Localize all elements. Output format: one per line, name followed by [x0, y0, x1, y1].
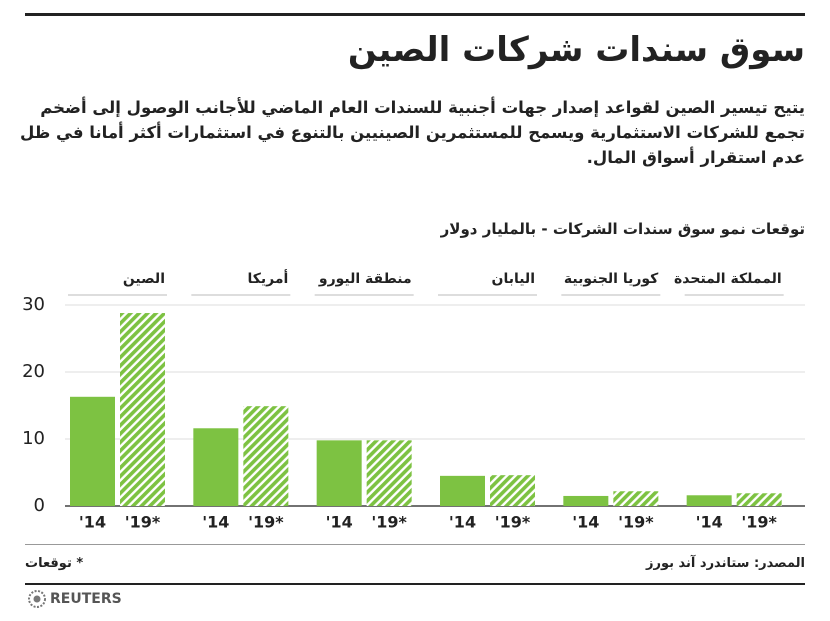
- x-tick-label: '19*: [371, 513, 407, 532]
- reuters-logo: [28, 590, 46, 608]
- bar: [736, 493, 782, 506]
- category-label: المملكة المتحدة: [674, 271, 782, 287]
- category-label: الصين: [123, 271, 165, 287]
- bar: [120, 313, 165, 506]
- bar: [686, 495, 732, 506]
- bar: [563, 495, 609, 506]
- category-label: اليابان: [492, 271, 536, 287]
- x-tick-label: '14: [572, 513, 599, 532]
- subtitle: يتيح تيسير الصين لقواعد إصدار جهات أجنبي…: [19, 98, 805, 167]
- bar: [490, 475, 535, 506]
- category-label: أمريكا: [247, 269, 288, 287]
- bar: [243, 406, 289, 506]
- x-tick-label: '14: [449, 513, 476, 532]
- x-tick-label: '19*: [495, 513, 531, 532]
- bar: [316, 440, 362, 506]
- y-tick-label: 30: [22, 294, 45, 315]
- category-label: منطقة اليورو: [318, 271, 412, 287]
- bar: [440, 475, 485, 506]
- source: المصدر: ستاندرد آند بورز: [646, 556, 805, 571]
- chart-label: توقعات نمو سوق سندات الشركات - بالمليار …: [440, 220, 805, 238]
- footer-rule: [25, 583, 805, 585]
- y-tick-label: 0: [34, 495, 45, 516]
- chart-title: سوق سندات شركات الصين: [347, 30, 805, 70]
- x-tick-label: '14: [696, 513, 723, 532]
- x-tick-label: '19*: [125, 513, 161, 532]
- y-tick-label: 10: [22, 428, 45, 449]
- bar: [70, 396, 115, 506]
- x-tick-label: '19*: [741, 513, 777, 532]
- x-tick-label: '14: [326, 513, 353, 532]
- x-tick-label: '19*: [248, 513, 284, 532]
- x-tick-label: '14: [202, 513, 229, 532]
- x-tick-label: '19*: [618, 513, 654, 532]
- footnote: * توقعات: [25, 556, 84, 571]
- x-tick-label: '14: [79, 513, 106, 532]
- bar: [193, 428, 239, 506]
- bar: [613, 491, 659, 506]
- category-label: كوريا الجنوبية: [564, 271, 659, 287]
- brand: REUTERS: [50, 591, 122, 607]
- bottom-rule: [25, 544, 805, 545]
- top-rule: [25, 13, 805, 16]
- bar: [366, 440, 412, 506]
- y-tick-label: 20: [22, 361, 45, 382]
